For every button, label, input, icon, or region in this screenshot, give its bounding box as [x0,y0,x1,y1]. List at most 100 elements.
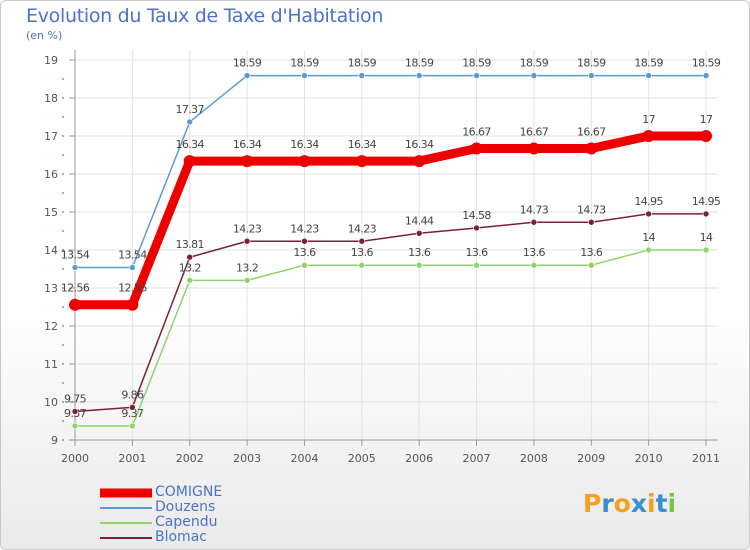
x-tick-label: 2004 [290,452,318,465]
data-label: 13.6 [465,246,488,259]
data-point [415,229,423,237]
data-label: 17 [700,113,713,126]
data-label: 18.59 [692,57,721,70]
data-point [69,298,81,311]
proxiti-logo: Proxiti [583,489,676,518]
data-label: 16.34 [348,138,377,151]
y-tick-label: 19 [44,54,58,67]
x-tick-label: 2009 [577,452,605,465]
y-tick-label: 13 [44,282,58,295]
data-point [645,210,652,218]
y-tick-label: 12 [44,320,58,333]
y-tick-label: 9 [51,434,58,447]
data-point [530,261,538,269]
data-label: 18.59 [634,57,663,70]
data-point [587,72,595,79]
data-label: 16.67 [462,126,491,139]
data-label: 14.44 [405,214,434,227]
data-point [129,422,136,430]
data-point [71,264,79,271]
x-tick-label: 2008 [520,452,548,465]
data-label: 9.75 [64,393,87,406]
series-line-douzens [74,74,707,269]
y-tick-label: 17 [44,130,58,143]
data-label: 14 [700,231,713,244]
legend-label-douzens: Douzens [155,499,216,515]
data-point [413,155,426,168]
data-label: 14.23 [290,222,319,235]
logo-letter: i [647,489,656,518]
logo-letter: o [613,489,631,518]
data-label: 17 [642,113,655,126]
data-point [243,237,251,245]
data-label: 13.6 [523,246,546,259]
data-point [415,261,423,269]
legend-label-comigne: COMIGNE [155,484,223,500]
data-label: 18.59 [405,57,434,70]
legend-swatch-capendu [100,522,152,524]
legend-label-blomac: Blomac [155,529,207,545]
data-point [186,118,194,126]
data-point [530,218,538,226]
data-point [243,72,251,79]
data-label: 13.81 [175,238,204,251]
data-label: 14.95 [634,195,663,208]
chart-subtitle: (en %) [26,29,63,42]
data-point [473,261,480,269]
legend-swatch-douzens [100,507,152,509]
data-point [530,72,538,79]
data-point [186,253,194,261]
data-point [183,155,196,168]
data-point [358,72,366,79]
data-point [186,277,194,284]
data-point [585,142,598,155]
x-tick-label: 2000 [61,452,89,465]
data-label: 14.73 [577,203,606,216]
data-label: 9.37 [121,407,144,420]
data-label: 18.59 [462,57,491,70]
data-point [301,237,308,245]
data-label: 13.2 [236,261,258,274]
data-point [241,155,254,168]
data-label: 18.59 [348,57,377,70]
data-point [645,246,652,254]
series-line-capendu [74,249,707,427]
data-point [129,404,136,411]
data-point [358,237,366,245]
data-label: 13.2 [179,261,201,274]
data-label: 13.6 [293,246,316,259]
data-point [702,72,710,79]
data-label: 13.6 [408,246,431,259]
y-tick-label: 10 [44,396,58,409]
data-label: 16.67 [577,126,606,139]
data-point [642,130,655,142]
data-point [473,224,480,232]
x-tick-label: 2010 [635,452,663,465]
y-tick-label: 15 [44,206,58,219]
logo-letter: x [630,489,647,518]
data-label: 16.34 [175,138,204,151]
data-label: 14 [642,231,655,244]
x-tick-label: 2011 [692,452,720,465]
data-label: 14.95 [692,195,721,208]
data-label: 14.73 [520,203,549,216]
data-label: 12.56 [61,282,90,295]
legend-swatch-comigne [100,488,152,498]
y-tick-label: 14 [44,244,58,257]
data-label: 16.34 [233,138,262,151]
data-point [415,72,423,79]
data-label: 14.23 [233,222,262,235]
data-label: 13.6 [580,246,603,259]
data-point [645,72,652,79]
data-label: 16.67 [520,126,549,139]
data-point [358,261,366,269]
data-point [301,72,308,79]
data-label: 13.54 [118,248,147,261]
data-point [700,130,712,142]
data-point [301,261,308,269]
logo-letter: P [583,489,602,518]
chart-title: Evolution du Taux de Taxe d'Habitation [26,5,384,27]
data-label: 18.59 [577,57,606,70]
data-label: 16.34 [405,138,434,151]
